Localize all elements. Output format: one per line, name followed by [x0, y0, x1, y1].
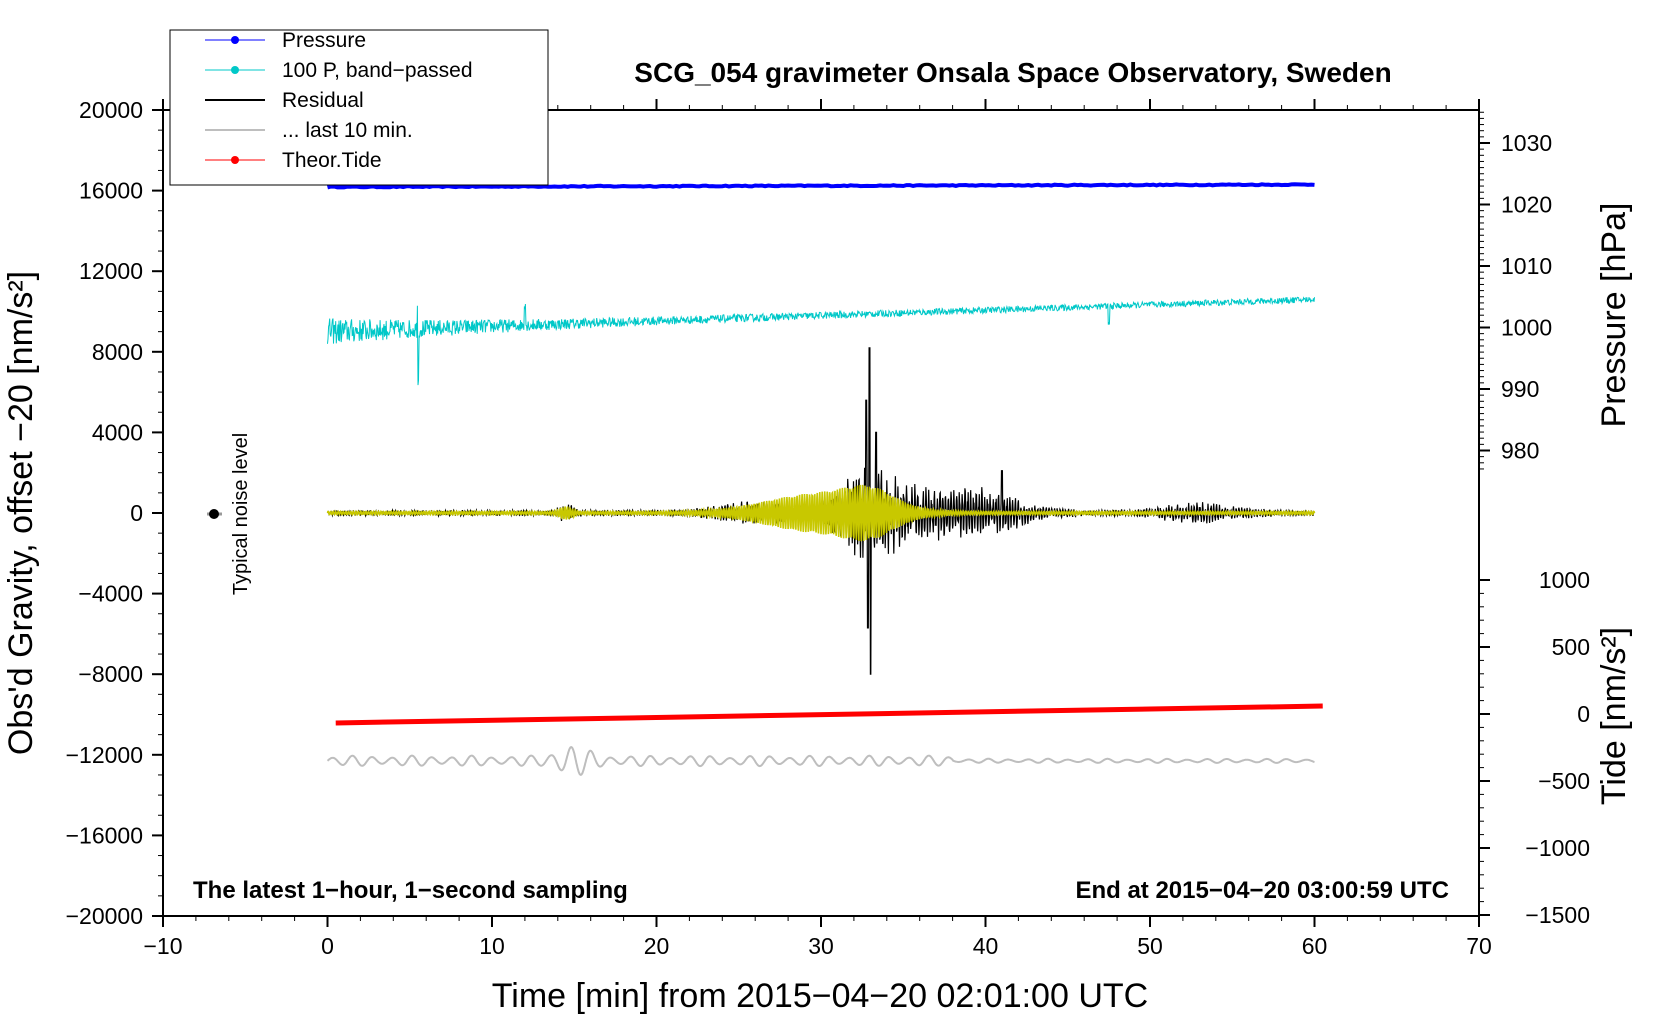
y-tick-label: −4000	[78, 581, 143, 607]
y-tick-label: −20000	[66, 903, 143, 929]
legend-label: Residual	[282, 89, 364, 112]
y-tick-label: 8000	[92, 339, 143, 365]
x-tick-label: 30	[808, 933, 834, 959]
pressure-tick-label: 980	[1501, 438, 1539, 464]
x-tick-label: 10	[479, 933, 505, 959]
x-tick-label: −10	[143, 933, 182, 959]
tide-axis-title: Tide [nm/s²]	[1595, 627, 1633, 805]
tide-tick-label: −1000	[1525, 835, 1590, 861]
legend-marker	[231, 66, 239, 74]
pressure-tick-label: 990	[1501, 376, 1539, 402]
legend-marker	[231, 36, 239, 44]
legend-label: Theor.Tide	[282, 149, 382, 172]
y-axis-ticks: 20000 16000 12000 8000 4000 0 −4000 −8000 −12000…	[66, 97, 163, 929]
legend-label: 100 P, band−passed	[282, 59, 473, 82]
noise-level-dot	[209, 509, 219, 519]
legend-label: Pressure	[282, 29, 366, 52]
tide-tick-label: −500	[1538, 768, 1590, 794]
chart-title: SCG_054 gravimeter Onsala Space Observat…	[634, 57, 1391, 88]
x-axis-title: Time [min] from 2015−04−20 02:01:00 UTC	[492, 977, 1148, 1015]
legend-marker	[231, 156, 239, 164]
y-tick-label: 4000	[92, 419, 143, 445]
y-axis-title: Obs'd Gravity, offset −20 [nm/s²]	[2, 271, 40, 755]
tide-tick-label: 0	[1577, 701, 1590, 727]
x-tick-label: 50	[1137, 933, 1163, 959]
noise-level-label: Typical noise level	[230, 433, 252, 595]
x-tick-label: 40	[973, 933, 999, 959]
y-tick-label: 20000	[79, 97, 143, 123]
series-theoretical-tide	[335, 703, 1323, 726]
series-pressure	[327, 182, 1315, 190]
tide-tick-label: 1000	[1539, 567, 1590, 593]
tide-tick-label: 500	[1552, 634, 1590, 660]
series-bandpassed-pressure	[327, 296, 1315, 386]
legend: Pressure 100 P, band−passed Residual ... la…	[169, 29, 549, 186]
legend-label: ... last 10 min.	[282, 119, 413, 142]
x-tick-label: 60	[1302, 933, 1328, 959]
y-tick-label: −12000	[66, 742, 143, 768]
pressure-tick-label: 1020	[1501, 192, 1552, 218]
pressure-tick-label: 1000	[1501, 315, 1552, 341]
pressure-axis-ticks: 1030 1020 1010 1000 990 980	[1479, 111, 1552, 470]
series-layer	[326, 182, 1323, 776]
x-tick-label: 20	[644, 933, 670, 959]
pressure-tick-label: 1030	[1501, 130, 1552, 156]
y-tick-label: 16000	[79, 178, 143, 204]
y-tick-label: −16000	[66, 822, 143, 848]
y-tick-label: 12000	[79, 258, 143, 284]
y-tick-label: 0	[130, 500, 143, 526]
pressure-tick-label: 1010	[1501, 253, 1552, 279]
end-time-note: End at 2015−04−20 03:00:59 UTC	[1075, 877, 1449, 904]
tide-axis-ticks: 1000 500 0 −500 −1000 −1500	[1479, 567, 1590, 928]
pressure-axis-title: Pressure [hPa]	[1595, 203, 1633, 428]
sampling-note: The latest 1−hour, 1−second sampling	[193, 877, 628, 904]
x-axis-ticks: −10 0 10 20 30 40 50 60 70	[143, 99, 1492, 959]
y-tick-label: −8000	[78, 661, 143, 687]
series-last-10-min	[326, 746, 1315, 776]
tide-tick-label: −1500	[1525, 902, 1590, 928]
x-tick-label: 0	[321, 933, 334, 959]
x-tick-label: 70	[1466, 933, 1492, 959]
series-residual-bandpassed	[326, 484, 1316, 542]
